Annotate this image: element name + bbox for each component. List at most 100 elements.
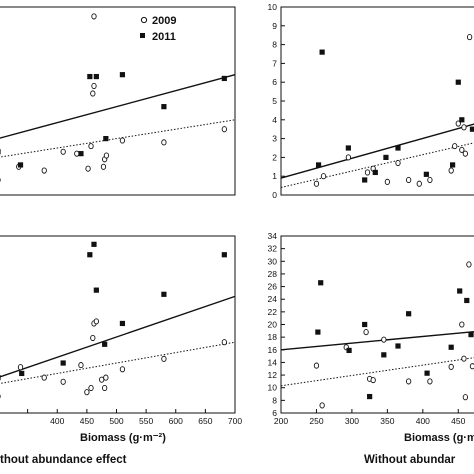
point-2009	[85, 165, 91, 172]
x-tick-label: 450	[451, 416, 465, 426]
caption-right: Without abundar	[364, 454, 456, 466]
point-2009	[448, 167, 454, 174]
point-2011	[457, 288, 463, 294]
trend-line-2009	[280, 142, 474, 188]
y-tick-label: 5	[272, 96, 277, 106]
x-tick-label: 650	[198, 416, 212, 426]
caption-left: thout abundance effect	[0, 454, 127, 466]
y-tick-label: 8	[272, 395, 277, 405]
x-tick-label: 400	[50, 416, 64, 426]
point-2011	[19, 370, 25, 377]
point-2009	[161, 139, 167, 146]
point-2011	[395, 343, 401, 349]
point-2009	[119, 137, 126, 144]
y-tick-label: 18	[268, 332, 278, 342]
point-2009	[462, 394, 469, 401]
point-2011	[362, 177, 368, 183]
y-tick-label: 34	[268, 231, 278, 241]
y-tick-label: 24	[268, 294, 278, 304]
point-2011	[103, 136, 109, 142]
trend-line-2011	[280, 330, 474, 351]
point-2009	[41, 374, 47, 381]
point-2009	[102, 384, 108, 392]
x-tick-label: 550	[139, 416, 153, 426]
point-2009	[364, 169, 371, 176]
x-tick-label: 200	[274, 416, 288, 426]
x-tick-label: 350	[380, 416, 394, 426]
point-2009	[41, 167, 47, 174]
point-2011	[362, 321, 368, 328]
point-2009	[462, 150, 469, 157]
y-tick-label: 3	[272, 134, 277, 144]
trend-line-2011	[0, 74, 236, 139]
point-2009	[452, 143, 458, 150]
legend-label-2009: 2009	[152, 15, 176, 27]
point-2011	[93, 287, 99, 293]
point-2011	[0, 375, 1, 381]
point-2009	[448, 363, 454, 370]
point-2009	[469, 363, 474, 370]
point-2011	[406, 311, 412, 317]
point-2011	[87, 252, 93, 258]
point-2009	[319, 402, 325, 409]
point-2011	[221, 75, 227, 82]
x-tick-label: 450	[80, 416, 94, 426]
point-2009	[427, 176, 433, 184]
y-tick-label: 6	[272, 408, 277, 418]
point-2011	[161, 104, 167, 110]
point-2009	[84, 389, 90, 396]
legend-label-2011: 2011	[152, 31, 176, 43]
point-2009	[384, 178, 391, 185]
point-2009	[459, 146, 465, 153]
point-2011	[318, 280, 324, 286]
y-tick-label: 22	[268, 307, 278, 317]
point-2011	[0, 149, 1, 155]
trend-line-2011	[0, 295, 236, 378]
point-2011	[455, 79, 461, 85]
plot-frame	[0, 235, 236, 414]
point-2009	[395, 159, 401, 167]
point-2009	[60, 378, 66, 385]
point-2009	[345, 154, 352, 161]
point-2011	[381, 352, 387, 358]
y-tick-label: 28	[268, 269, 278, 279]
point-2011	[91, 241, 97, 247]
point-2011	[102, 341, 108, 347]
point-2011	[87, 73, 93, 80]
x-tick-label: 500	[109, 416, 123, 426]
y-tick-label: 2	[272, 152, 277, 162]
point-2009	[313, 180, 320, 187]
x-tick-label: 400	[416, 416, 430, 426]
point-2009	[221, 339, 227, 346]
point-2009	[405, 176, 412, 184]
point-2009	[119, 366, 126, 373]
point-2011	[468, 332, 474, 338]
y-tick-label: 7	[272, 58, 277, 68]
plot-frame	[280, 235, 474, 414]
point-2011	[464, 297, 470, 304]
panel-bottom-right: 6 8 10 12 14 16 18 20 22 24 26 28 30 32 34 200 250 300 350…	[268, 231, 474, 444]
trend-line-2009	[0, 341, 236, 385]
point-2011	[93, 73, 99, 80]
point-2011	[469, 126, 474, 132]
point-2009	[459, 321, 465, 328]
point-2009	[17, 364, 24, 371]
point-2009	[74, 150, 80, 157]
point-2009	[363, 329, 369, 336]
panel-bottom-left: 400 450 500 550 600 650 700 Biomass (g·m⁻²)	[0, 235, 242, 444]
point-2011	[367, 393, 373, 400]
point-2009	[416, 180, 422, 187]
y-tick-label: 0	[272, 190, 277, 200]
y-tick-label: 9	[272, 21, 277, 31]
y-tick-label: 32	[268, 244, 278, 254]
point-2009	[103, 152, 110, 159]
legend-marker-2011	[140, 33, 145, 38]
y-tick-label: 12	[268, 370, 278, 380]
x-axis-label: Biomass (g·m	[404, 432, 474, 444]
point-2011	[423, 171, 429, 177]
y-tick-label: 26	[268, 282, 278, 292]
point-2009	[427, 378, 433, 385]
point-2009	[91, 82, 97, 90]
point-2009	[100, 163, 107, 170]
point-2011	[119, 72, 126, 78]
